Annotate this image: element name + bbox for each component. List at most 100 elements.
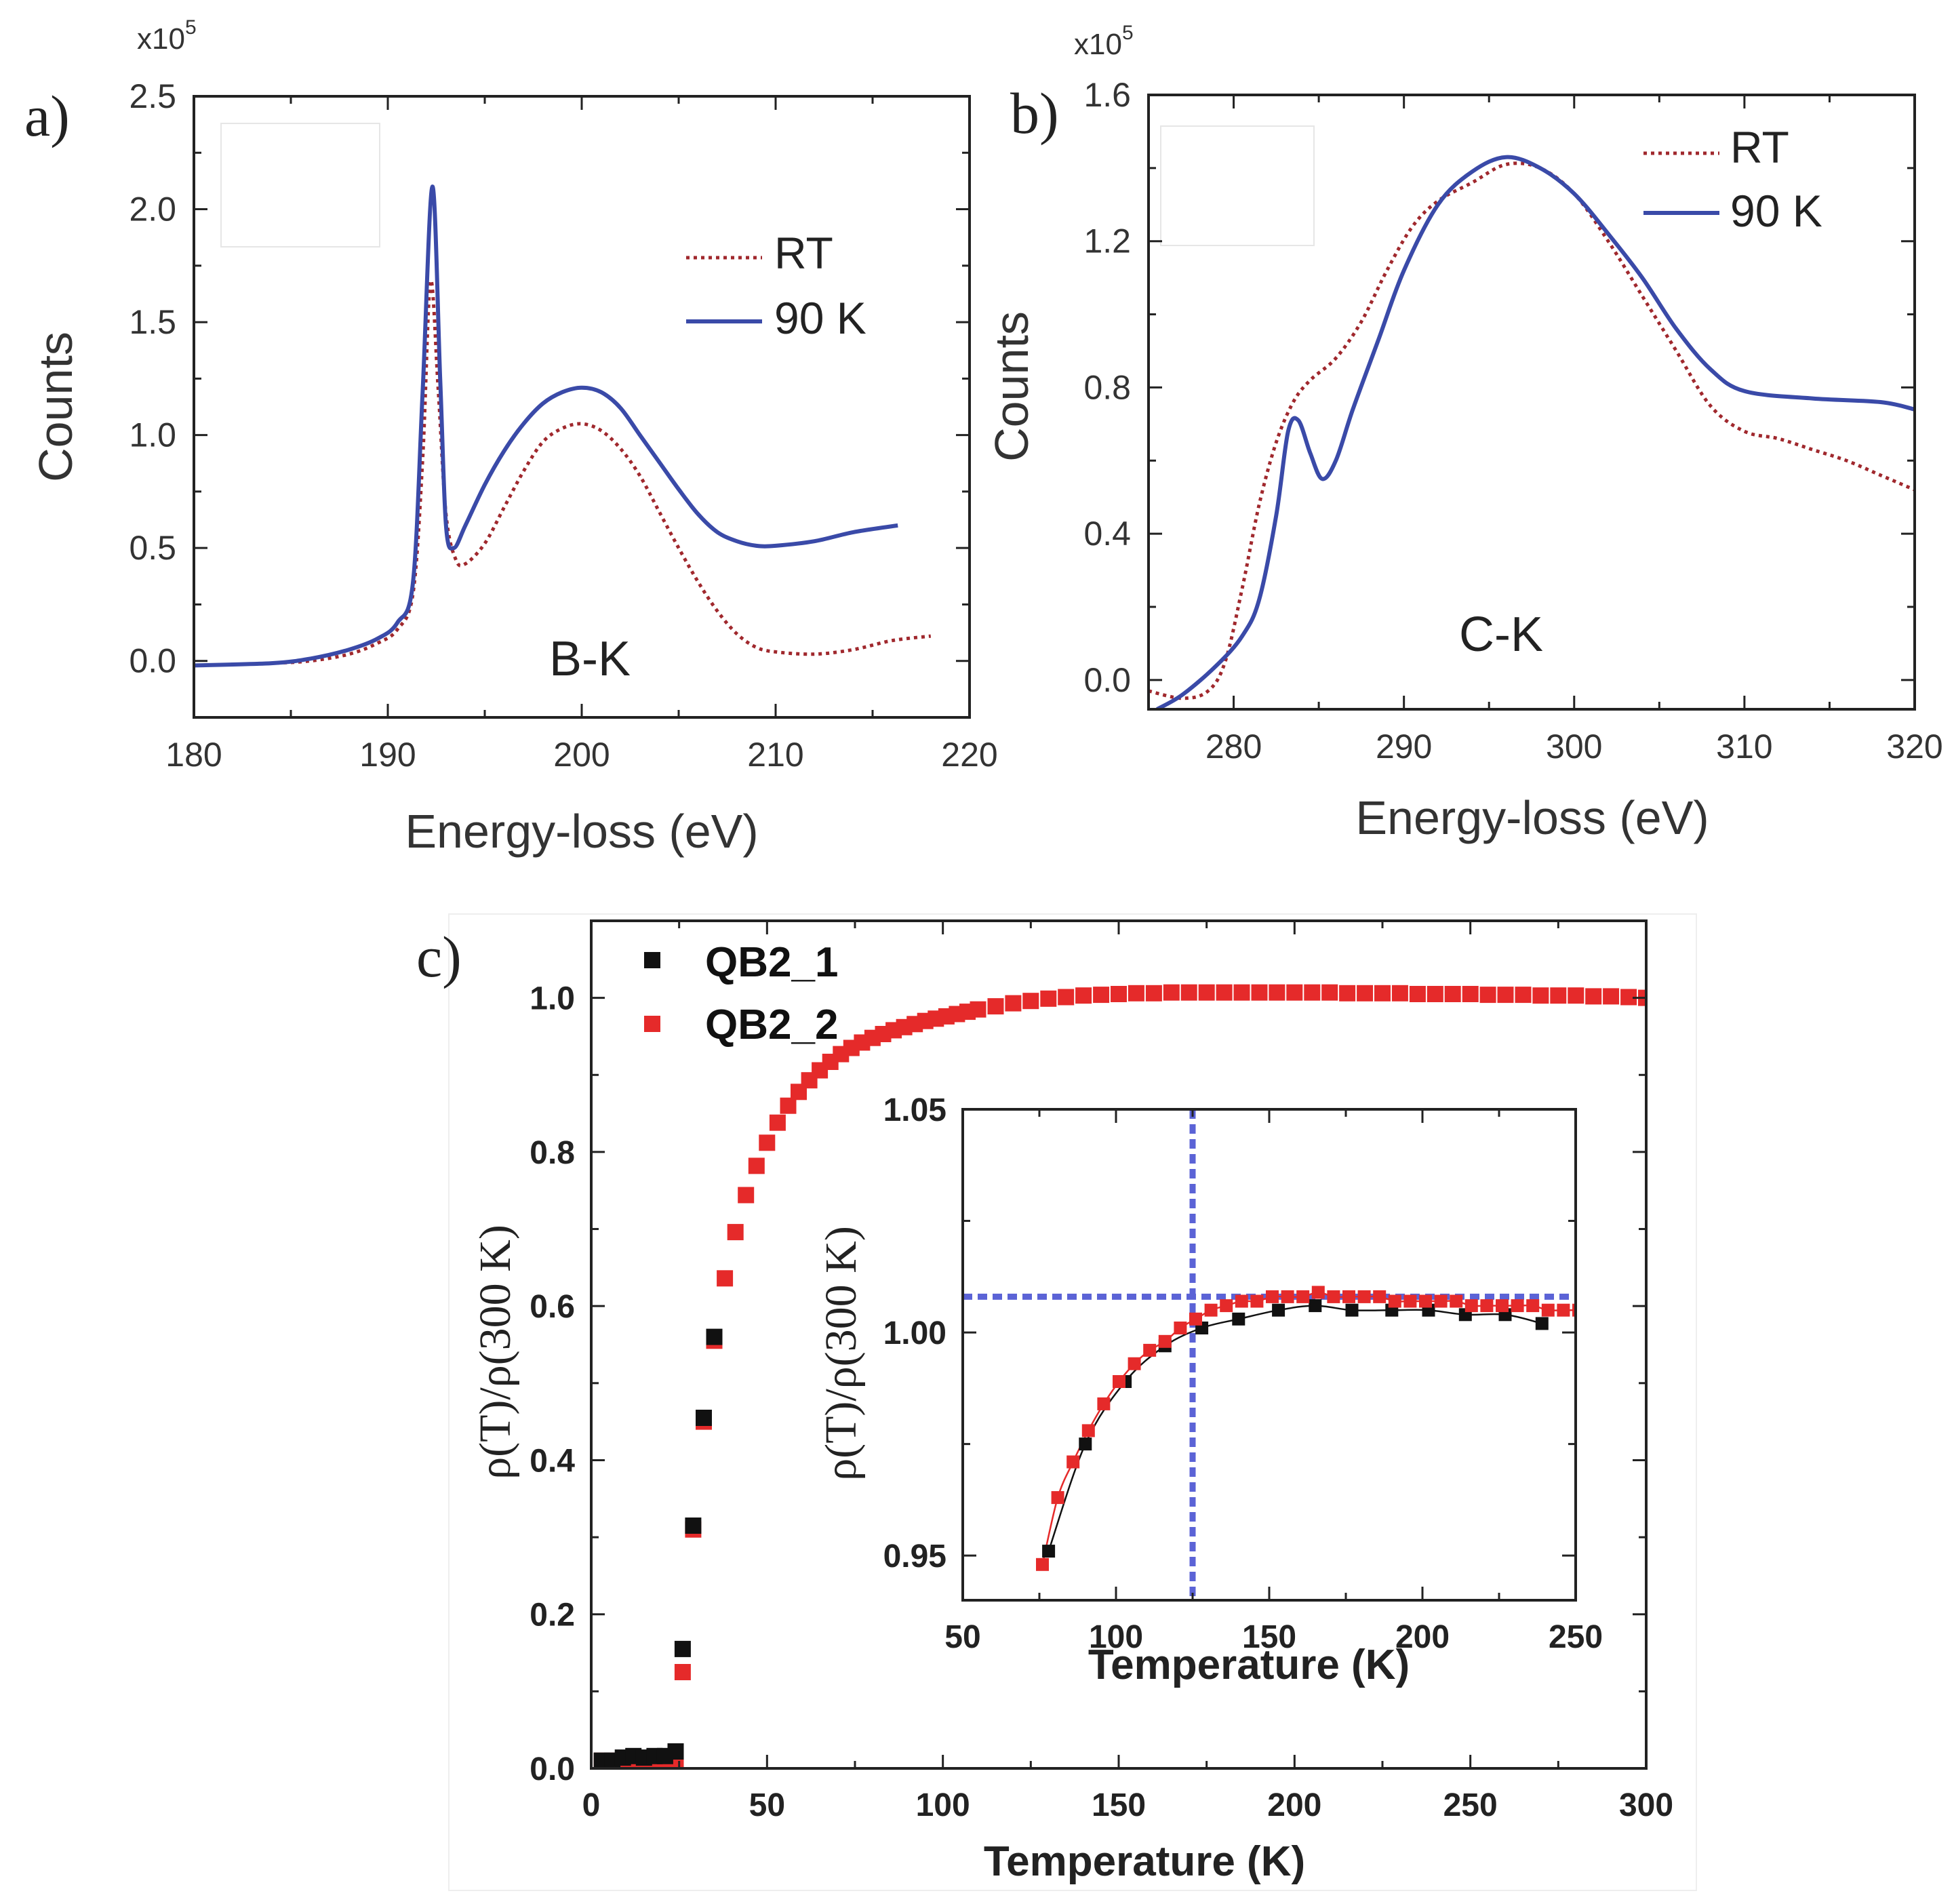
panel-c-ytick-label: 0.4	[530, 1443, 575, 1479]
panel-c-point-qb2-2	[1128, 985, 1144, 1001]
inset-point-qb2-2	[1480, 1299, 1494, 1313]
panel-c-point-qb2-2	[1479, 987, 1496, 1004]
panel-a-frame	[193, 95, 971, 719]
panel-a-ylabel: Counts	[29, 332, 82, 482]
panel-a-exponent-power: 5	[185, 16, 197, 39]
panel-b-frame	[1147, 94, 1916, 711]
inset-background	[963, 1109, 1576, 1600]
panel-b-series-90k-line	[1156, 155, 1915, 709]
inset-point-qb2-2	[1541, 1303, 1555, 1317]
panel-a-xtick-label: 200	[553, 736, 610, 774]
panel-c-xtick-label: 300	[1619, 1787, 1673, 1823]
panel-c-point-qb2-2	[759, 1134, 776, 1151]
panel-a-exponent: x105	[137, 16, 197, 56]
inset-point-qb2-2	[1296, 1290, 1310, 1303]
panel-c-point-qb2-1	[706, 1328, 723, 1345]
panel-c-xtick-label: 100	[916, 1787, 970, 1823]
panel-b-ylabel: Counts	[985, 311, 1038, 462]
panel-c-point-qb2-2	[1269, 984, 1285, 1001]
panel-c-label: c)	[416, 924, 462, 989]
inset-point-qb2-2	[1526, 1299, 1540, 1313]
legend-rt-label: RT	[1730, 122, 1789, 172]
panel-a-xtick-label: 190	[359, 736, 416, 774]
panel-c-point-qb2-2	[674, 1664, 691, 1680]
panel-c: c) 0 50 100 150 200 250 3000.00.20.40.60.81.0 …	[416, 913, 1697, 1891]
panel-a-ytick-label: 1.5	[129, 303, 176, 341]
inset-point-qb2-2	[1572, 1303, 1576, 1317]
inset-ytick-label: 0.95	[883, 1539, 946, 1574]
inset-ytick-label: 1.05	[883, 1092, 946, 1128]
panel-c-ytick-label: 0.6	[530, 1289, 575, 1325]
panel-a-xtick-label: 220	[941, 736, 997, 774]
panel-c-ytick-label: 1.0	[530, 981, 575, 1017]
inset-point-qb2-2	[1113, 1375, 1125, 1388]
panel-c-point-qb2-2	[1233, 984, 1250, 1001]
panel-c-point-qb2-2	[1198, 984, 1215, 1001]
inset-point-qb2-2	[1281, 1290, 1294, 1303]
panel-a-label: a)	[24, 83, 70, 148]
panel-c-point-qb2-2	[1180, 984, 1197, 1001]
panel-c-point-qb2-2	[1075, 987, 1092, 1004]
panel-b-xtick-label: 310	[1716, 728, 1772, 766]
inset-point-qb2-2	[1342, 1290, 1355, 1303]
inset-point-qb2-2	[1388, 1294, 1401, 1308]
panel-c-point-qb2-1	[685, 1518, 702, 1534]
panel-b-xtick-label: 320	[1886, 728, 1942, 766]
panel-c-point-qb2-2	[1022, 993, 1039, 1010]
panel-c-point-qb2-2	[1603, 988, 1620, 1005]
inset-point-qb2-2	[1051, 1491, 1064, 1505]
panel-c-xtick-label: 150	[1092, 1787, 1146, 1823]
panel-c-legend: QB2_1 QB2_2	[644, 939, 838, 1048]
inset-point-qb2-2	[1174, 1322, 1187, 1334]
panel-c-xlabel: Temperature (K)	[984, 1838, 1305, 1885]
panel-c-point-qb2-2	[1391, 985, 1408, 1001]
panel-c-ylabel: ρ(T)/ρ(300 K)	[471, 1225, 520, 1480]
panel-c-point-qb2-2	[780, 1097, 797, 1114]
inset-point-qb2-2	[1266, 1290, 1279, 1303]
panel-c-point-qb2-2	[1093, 987, 1110, 1004]
inset-xtick-label: 150	[1242, 1619, 1296, 1655]
panel-c-point-qb2-2	[1497, 987, 1514, 1004]
inset-xlabel: Temperature (K)	[1088, 1642, 1410, 1688]
inset-point-qb2-2	[1403, 1294, 1417, 1308]
legend-qb2-2-marker	[644, 1016, 660, 1032]
panel-a-ytick-label: 0.0	[129, 642, 176, 680]
inset-point-qb2-2	[1373, 1290, 1387, 1303]
panel-a-xlabel: Energy-loss (eV)	[405, 805, 758, 858]
inset-point-qb2-2	[1311, 1286, 1325, 1299]
panel-c-point-qb2-2	[1409, 986, 1426, 1002]
panel-a-annotation: B-K	[549, 632, 631, 686]
panel-c-xtick-label: 0	[582, 1787, 601, 1823]
panel-c-point-qb2-2	[1058, 989, 1075, 1006]
inset-point-qb2-2	[1128, 1357, 1141, 1370]
panel-c-inset: 50 100 150 200 250 0.95 1.00 1.05 Temperature (…	[816, 1092, 1603, 1688]
inset-point-qb2-2	[1450, 1294, 1463, 1308]
inset-point-qb2-1	[1042, 1545, 1056, 1558]
inset-point-qb2-2	[1066, 1455, 1080, 1469]
inset-point-qb2-1	[1309, 1299, 1322, 1313]
inset-point-qb2-2	[1158, 1334, 1172, 1348]
panel-c-point-qb2-2	[1568, 987, 1584, 1004]
panel-c-point-qb2-2	[1427, 986, 1443, 1002]
panel-c-point-qb2-2	[1145, 985, 1162, 1001]
panel-b-xtick-label: 300	[1546, 728, 1602, 766]
panel-b-ytick-label: 0.0	[1083, 661, 1131, 699]
panel-b-xtick-label: 290	[1376, 728, 1432, 766]
panel-c-point-qb2-2	[1462, 986, 1479, 1002]
panel-c-point-qb2-2	[1251, 984, 1268, 1001]
panel-b-exponent-power: 5	[1122, 22, 1134, 44]
legend-90k-label: 90 K	[774, 293, 866, 343]
panel-c-point-qb2-2	[1374, 985, 1391, 1001]
inset-point-qb2-2	[1419, 1294, 1432, 1308]
legend-qb2-1-marker	[644, 952, 660, 968]
panel-a-ytick-label: 0.5	[129, 529, 176, 567]
panel-c-point-qb2-2	[1040, 990, 1057, 1007]
panel-b-ytick-label: 0.4	[1083, 515, 1131, 553]
panel-a-series-rt-line	[194, 279, 932, 667]
inset-point-qb2-2	[1250, 1294, 1264, 1308]
inset-xtick-label: 100	[1089, 1619, 1143, 1655]
inset-point-qb2-2	[1036, 1558, 1049, 1571]
inset-ytick-label: 1.00	[883, 1315, 946, 1351]
panel-c-point-qb2-2	[1111, 986, 1127, 1002]
